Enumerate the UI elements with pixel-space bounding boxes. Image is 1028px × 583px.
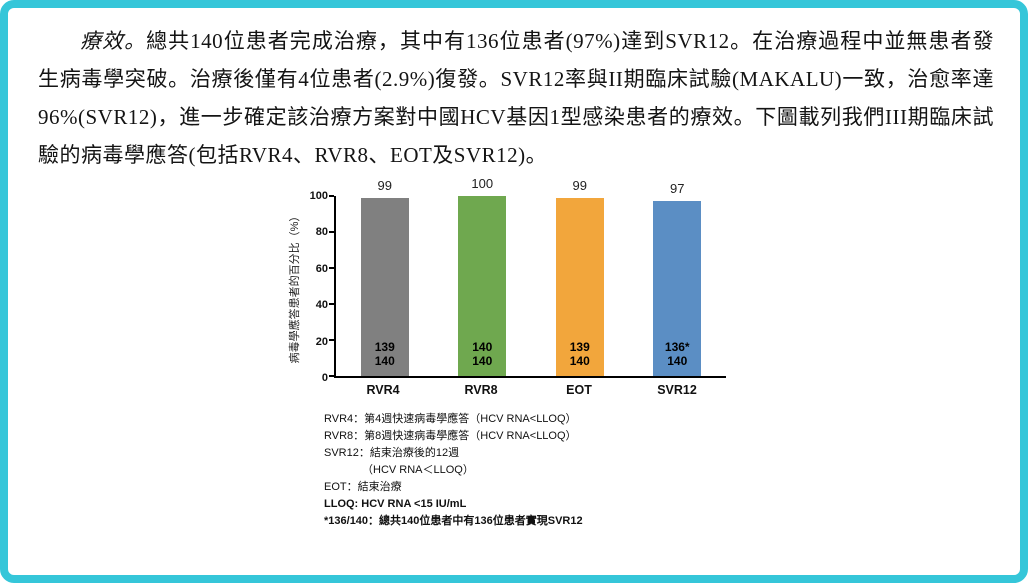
footnote-rvr4: RVR4：第4週快速病毒學應答（HCV RNA<LLOQ）: [324, 413, 577, 425]
fraction-numerator: 136*: [664, 340, 690, 354]
y-tick-label: 40: [315, 299, 328, 312]
paragraph-body: 總共140位患者完成治療，其中有136位患者(97%)達到SVR12。在治療過程…: [38, 29, 994, 167]
y-axis-label: 病毒學應答患者的百分比（%）: [289, 210, 301, 364]
footnote-asterisk: *136/140：總共140位患者中有136位患者實現SVR12: [324, 515, 583, 527]
fraction-denominator: 140: [472, 354, 493, 368]
bar-group-eot: 99 139 140: [531, 178, 629, 376]
y-tick-label: 100: [309, 190, 328, 202]
y-tick-mark: [329, 375, 334, 377]
bar-rvr8: 100 140 140: [458, 176, 507, 376]
bar-value-label: 99: [572, 177, 587, 193]
y-tick-label: 80: [315, 226, 328, 239]
footnote-lloq: LLOQ: HCV RNA <15 IU/mL: [324, 498, 467, 510]
x-label-svr12: SVR12: [657, 383, 697, 397]
bar-value-label: 99: [377, 177, 392, 193]
fraction-numerator: 139: [569, 340, 590, 354]
x-label-eot: EOT: [566, 383, 592, 397]
fraction-numerator: 140: [472, 340, 493, 354]
y-tick-mark: [329, 303, 334, 305]
fraction-denominator: 140: [667, 354, 688, 368]
y-tick-labels: 0 20 40 60 80 100: [304, 190, 328, 384]
bar-group-rvr8: 100 140 140: [434, 176, 532, 376]
fraction-numerator: 139: [374, 340, 395, 354]
bar-rvr4: 99 139 140: [360, 178, 409, 376]
footnote-svr12-cont: （HCV RNA＜LLOQ）: [362, 464, 474, 476]
y-tick-label: 0: [321, 372, 328, 384]
bar-fraction: 139 140: [361, 340, 409, 368]
bar-fraction: 140 140: [458, 340, 506, 368]
bar-group-rvr4: 99 139 140: [336, 178, 434, 376]
chart-area: 病毒學應答患者的百分比（%） 0 20 40 60 80 100 99 139 140 1…: [289, 176, 727, 397]
x-axis-labels: RVR4 RVR8 EOT SVR12: [334, 383, 726, 397]
x-label-rvr4: RVR4: [366, 383, 400, 397]
y-tick-mark: [329, 195, 334, 197]
paragraph-lead: 療效。: [80, 29, 147, 53]
fraction-denominator: 140: [569, 354, 590, 368]
y-tick-mark: [329, 231, 334, 233]
footnote-rvr8: RVR8：第8週快速病毒學應答（HCV RNA<LLOQ）: [324, 430, 577, 442]
chart-footnotes: RVR4：第4週快速病毒學應答（HCV RNA<LLOQ） RVR8：第8週快速…: [324, 411, 1020, 529]
y-tick-mark: [329, 339, 334, 341]
bar-svr12: 97 136* 140: [653, 181, 702, 376]
y-tick-label: 60: [315, 262, 328, 275]
paragraph: 療效。總共140位患者完成治療，其中有136位患者(97%)達到SVR12。在治…: [8, 8, 1020, 174]
bar-value-label: 100: [471, 176, 494, 191]
footnote-eot: EOT：結束治療: [324, 481, 402, 493]
bar-group-svr12: 97 136* 140: [629, 181, 727, 376]
x-label-rvr8: RVR8: [464, 383, 498, 397]
bar-value-label: 97: [670, 181, 685, 197]
fraction-denominator: 140: [374, 354, 395, 368]
bar-fraction: 139 140: [556, 340, 604, 368]
plot-area: 99 139 140 100 140 140: [329, 176, 727, 378]
bar-fraction: 136* 140: [653, 340, 701, 368]
bar-eot: 99 139 140: [555, 178, 604, 376]
y-tick-mark: [329, 267, 334, 269]
footnote-svr12: SVR12：結束治療後的12週: [324, 447, 460, 459]
y-tick-label: 20: [315, 335, 328, 348]
bar-chart-figure: 病毒學應答患者的百分比（%） 0 20 40 60 80 100 99 139 140 1…: [258, 176, 1020, 529]
